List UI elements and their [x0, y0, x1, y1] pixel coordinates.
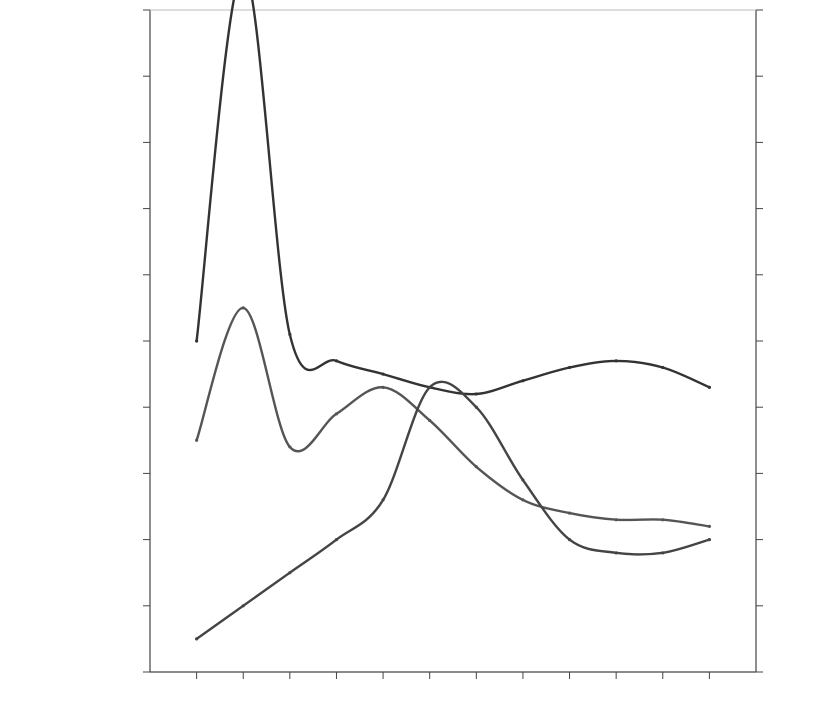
series-2-point: [428, 418, 432, 423]
series-1-point: [567, 365, 572, 370]
x-axis: [196, 672, 710, 679]
series-1-point: [521, 379, 525, 383]
series-3-point: [288, 571, 292, 575]
series-2-point: [288, 445, 292, 449]
plot-frame: [149, 9, 757, 673]
series-2-point: [241, 306, 245, 310]
series-1-point: [334, 359, 339, 363]
series-3-point: [707, 538, 711, 542]
series-2-line: [195, 306, 711, 528]
series-1-point: [614, 359, 618, 363]
series-3-point: [474, 405, 478, 409]
series-3-line: [195, 380, 711, 641]
series-1-point: [661, 365, 665, 370]
series-2-point: [707, 524, 711, 528]
series-1-point: [474, 392, 478, 396]
series-2-point: [661, 518, 665, 522]
series-3-point: [567, 538, 572, 542]
series-2-point: [614, 518, 618, 522]
series-2-point: [474, 465, 478, 469]
series-3-point: [241, 604, 245, 608]
series-3-point: [661, 551, 665, 555]
series-2-point: [521, 498, 525, 502]
series-3-point: [195, 637, 199, 641]
series-2-point: [567, 511, 572, 515]
series-3-point: [614, 551, 618, 555]
series-1-point: [195, 339, 199, 343]
series-1-line: [195, 0, 711, 396]
series-2-point: [195, 438, 199, 442]
series-3-point: [334, 538, 339, 542]
series-3-point: [381, 498, 385, 502]
series-2-point: [381, 385, 385, 389]
left-y-axis: [143, 9, 150, 673]
series-1-point: [707, 385, 711, 389]
series-layer: [195, 0, 711, 641]
right-y-axis: [756, 9, 763, 673]
series-1-point: [288, 332, 292, 336]
series-1-point: [381, 372, 385, 376]
series-3-point: [428, 385, 432, 389]
series-3-point: [521, 478, 525, 482]
series-2-point: [334, 412, 339, 416]
